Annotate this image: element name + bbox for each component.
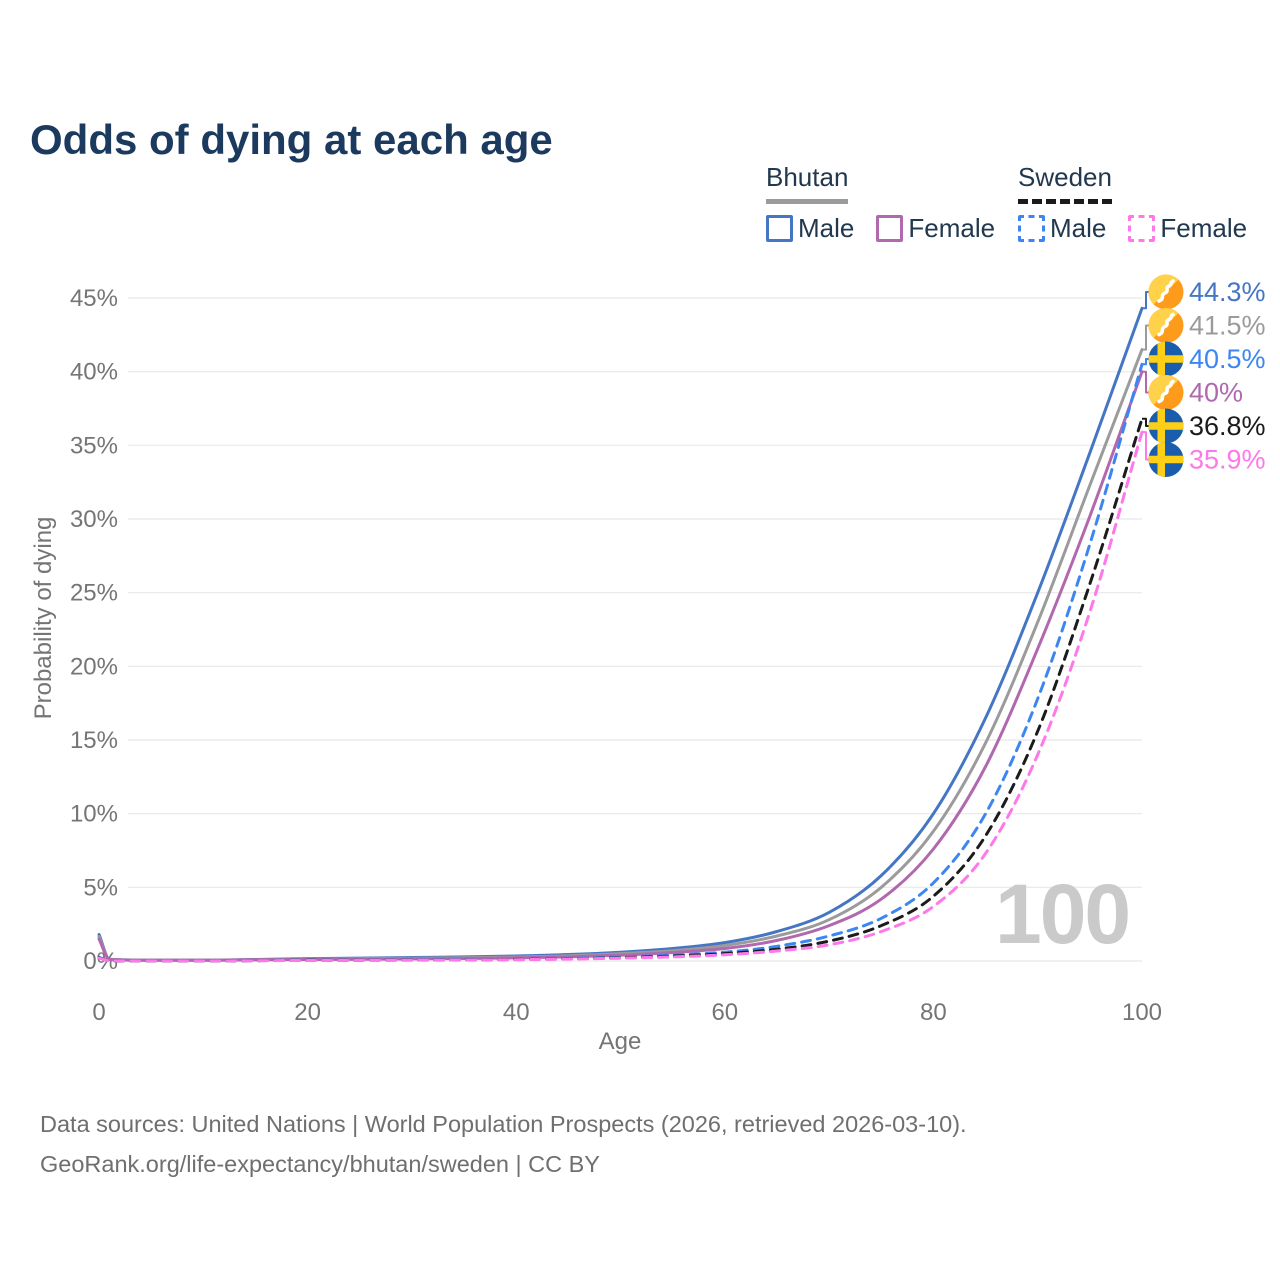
sweden-male-swatch-icon xyxy=(1018,215,1045,242)
x-tick-label: 0 xyxy=(92,999,105,1026)
legend-label-bhutan-male: Male xyxy=(798,213,855,243)
x-axis-title: Age xyxy=(598,1028,642,1055)
y-tick-label: 20% xyxy=(70,653,118,680)
x-tick-label: 100 xyxy=(1122,999,1162,1026)
bhutan-female-swatch-icon xyxy=(876,215,904,242)
x-tick-label: 60 xyxy=(711,999,738,1026)
end-label-connector xyxy=(1142,291,1150,310)
legend-item-bhutan-male[interactable]: Male xyxy=(766,213,854,244)
sweden-flag-icon xyxy=(1148,442,1184,477)
y-tick-label: 5% xyxy=(83,874,118,901)
y-tick-label: 45% xyxy=(70,285,118,312)
legend-items-bhutan: Male Female xyxy=(766,213,995,244)
age-indicator: 100 xyxy=(995,867,1131,961)
sweden-flag-icon xyxy=(1148,408,1184,444)
end-label-connector xyxy=(1142,324,1150,351)
x-tick-label: 20 xyxy=(294,999,321,1026)
line-sweden-male[interactable] xyxy=(97,362,1144,963)
legend-item-bhutan-female[interactable]: Female xyxy=(876,213,995,244)
legend-label-bhutan-female: Female xyxy=(908,213,996,243)
bhutan-flag-icon xyxy=(1148,375,1184,410)
line-bhutan-male[interactable] xyxy=(97,306,1144,962)
end-label-sweden-all: 36.8% xyxy=(1189,411,1266,441)
x-tick-label: 80 xyxy=(920,999,947,1026)
end-label-connector xyxy=(1142,417,1150,427)
end-label-connector xyxy=(1142,370,1150,394)
x-tick-label: 40 xyxy=(503,999,530,1026)
attribution-line: GeoRank.org/life-expectancy/bhutan/swede… xyxy=(40,1151,600,1177)
y-axis-title: Probability of dying xyxy=(30,516,57,720)
legend-label-sweden-male: Male xyxy=(1050,213,1107,243)
end-label-bhutan-all: 41.5% xyxy=(1189,311,1266,341)
sweden-female-swatch-icon xyxy=(1128,215,1156,242)
bhutan-flag-icon xyxy=(1148,274,1184,310)
y-tick-label: 40% xyxy=(70,359,118,386)
data-sources-line: Data sources: United Nations | World Pop… xyxy=(40,1111,967,1137)
legend-item-sweden-female[interactable]: Female xyxy=(1128,213,1247,244)
y-tick-label: 10% xyxy=(70,801,118,828)
y-tick-label: 0% xyxy=(83,948,118,975)
y-tick-label: 25% xyxy=(70,580,118,607)
bhutan-male-swatch-icon xyxy=(766,215,793,242)
end-label-sweden-male: 40.5% xyxy=(1189,344,1266,374)
legend-country-sweden[interactable]: Sweden xyxy=(1018,162,1112,204)
y-tick-label: 15% xyxy=(70,727,118,754)
bhutan-flag-icon xyxy=(1148,308,1184,343)
footer: Data sources: United Nations | World Pop… xyxy=(40,1104,967,1184)
end-labels: 44.3% 41.5%40.5% 40%36.8% 35.9% xyxy=(1142,274,1266,477)
legend-group-sweden: Sweden Male Female xyxy=(1018,162,1247,244)
axes-and-grid: 0% 5% 10% 15% 20% 25% 30% 35% 40% 45% 0 20 40 60 80 100 xyxy=(70,285,1162,1026)
end-label-connector xyxy=(1142,358,1150,366)
page-title: Odds of dying at each age xyxy=(30,116,553,164)
end-label-sweden-female: 35.9% xyxy=(1189,445,1266,475)
y-tick-label: 30% xyxy=(70,506,118,533)
legend-item-sweden-male[interactable]: Male xyxy=(1018,213,1106,244)
y-tick-label: 35% xyxy=(70,432,118,459)
legend-label-sweden-female: Female xyxy=(1160,213,1248,243)
legend-country-bhutan[interactable]: Bhutan xyxy=(766,162,849,204)
end-label-bhutan-male: 44.3% xyxy=(1189,277,1266,307)
end-label-bhutan-female: 40% xyxy=(1189,378,1243,408)
sweden-flag-icon xyxy=(1148,341,1184,377)
legend-items-sweden: Male Female xyxy=(1018,213,1247,244)
end-label-connector xyxy=(1142,431,1150,461)
series-lines xyxy=(97,306,1144,963)
line-sweden-all[interactable] xyxy=(97,417,1144,963)
legend-group-bhutan: Bhutan Male Female xyxy=(766,162,995,244)
line-sweden-female[interactable] xyxy=(97,430,1144,963)
line-bhutan-all[interactable] xyxy=(97,348,1144,962)
